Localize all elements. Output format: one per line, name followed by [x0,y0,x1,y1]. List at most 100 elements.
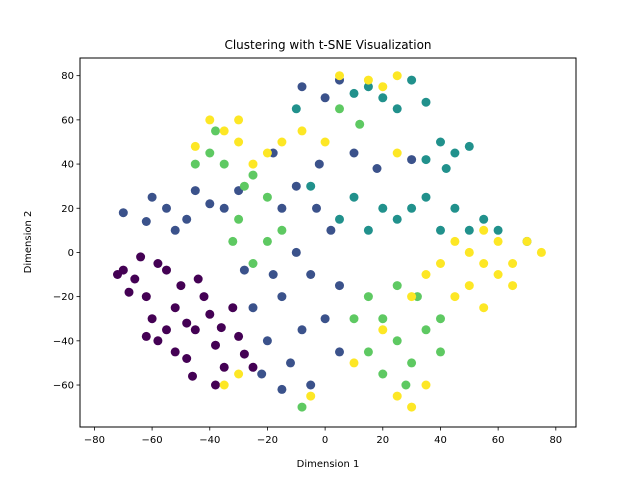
data-point [234,214,244,224]
data-point [248,170,258,180]
y-tick-label: 0 [68,248,74,259]
data-point [136,252,146,262]
data-point [248,259,258,268]
data-point [401,380,411,390]
data-point [216,323,226,333]
data-point [464,247,474,257]
data-point [228,236,238,246]
data-point [162,325,171,335]
data-point [193,274,203,284]
data-point [268,270,278,279]
data-point [234,331,244,341]
data-point [349,88,359,98]
data-point [306,181,316,191]
data-point [262,336,272,346]
data-point [335,71,344,81]
data-point [234,369,244,379]
data-point [262,148,272,158]
data-point [372,164,382,173]
data-point [363,225,373,235]
data-point [306,380,316,390]
data-point [182,354,192,363]
data-point [407,75,417,85]
data-point [211,126,220,136]
data-point [363,75,373,85]
cluster-series-1 [113,252,258,390]
x-tick-label: −80 [84,435,105,446]
data-point [407,292,417,302]
data-point [349,148,359,158]
data-point [407,203,417,213]
data-point [239,265,249,275]
data-point [182,214,192,224]
data-point [277,225,287,235]
data-point [205,199,215,209]
data-point [262,236,272,246]
data-point [219,203,229,213]
data-point [314,159,324,169]
data-point [392,281,402,291]
data-point [320,314,330,324]
data-point [297,325,307,335]
data-point [257,369,267,379]
data-point [378,203,388,213]
data-point [349,192,359,202]
y-tick-label: −40 [53,336,74,347]
data-point [392,214,402,224]
data-point [297,126,307,136]
data-point [335,214,344,224]
x-tick-label: 0 [322,435,328,446]
data-point [436,137,445,147]
data-point [363,292,373,302]
data-point [147,192,157,202]
data-point [421,155,431,165]
cluster-series-2 [118,75,417,394]
cluster-series-4 [190,104,445,412]
data-point [306,391,316,401]
data-point [522,236,532,246]
x-tick-label: −40 [199,435,220,446]
data-point [234,137,244,147]
x-axis: −80 −60 −40 −20 0 20 40 60 80 [84,427,562,446]
data-point [407,155,417,165]
data-point [219,159,229,169]
data-point [205,148,215,158]
data-point [378,314,388,324]
data-point [306,270,316,279]
data-point [320,137,330,147]
y-tick-label: 40 [61,160,74,171]
data-point [170,347,180,357]
x-tick-label: 60 [492,435,505,446]
data-point [378,369,388,379]
data-point [248,303,258,313]
data-point [479,214,489,224]
data-point [162,203,171,213]
data-point [392,336,402,346]
data-point [450,203,460,213]
data-point [228,303,238,313]
data-point [493,270,503,279]
y-axis-label: Dimension 2 [23,211,34,274]
data-point [153,259,163,268]
data-point [392,148,402,158]
data-point [297,82,307,92]
data-point [205,309,215,319]
data-point [355,119,365,129]
data-point [508,259,518,268]
data-point [436,259,445,268]
data-point [421,325,431,335]
data-point [479,259,489,268]
data-point [239,181,249,191]
data-point [335,347,344,357]
data-point [219,380,229,390]
data-point [234,115,244,125]
data-point [170,303,180,313]
data-point [162,265,171,275]
data-point [421,192,431,202]
data-point [205,115,215,125]
data-point [378,325,388,335]
x-tick-label: 20 [376,435,389,446]
data-point [363,82,373,92]
x-tick-label: −20 [257,435,278,446]
